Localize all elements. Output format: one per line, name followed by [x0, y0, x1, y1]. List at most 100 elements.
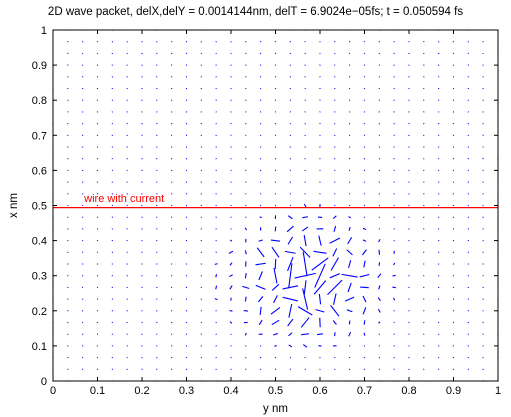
field-arrow-257 [170, 274, 173, 277]
field-arrow-246 [156, 41, 158, 43]
field-arrow-907 [482, 286, 484, 289]
field-arrow-771 [408, 64, 410, 66]
field-arrow-857 [452, 146, 455, 148]
x-tick-label-7: 0.7 [357, 385, 372, 397]
field-arrow-817 [437, 251, 440, 254]
field-arrow-112 [96, 157, 99, 160]
field-arrow-721 [392, 286, 396, 289]
field-arrow-523 [289, 64, 292, 66]
field-arrow-101 [96, 286, 99, 289]
field-arrow-554 [304, 64, 306, 66]
field-arrow-499 [288, 344, 293, 348]
field-arrow-565 [318, 293, 322, 305]
x-tick-label-10: 1 [495, 385, 501, 397]
field-arrow-439 [258, 319, 263, 326]
field-arrow-632 [347, 237, 353, 245]
field-arrow-762 [408, 169, 410, 172]
field-arrow-865 [452, 52, 455, 55]
field-arrow-53 [67, 122, 69, 125]
field-arrow-474 [273, 267, 278, 284]
y-tick-label-9: 0.9 [32, 60, 47, 72]
field-arrow-641 [348, 134, 351, 137]
field-arrow-196 [141, 263, 143, 265]
field-arrow-194 [141, 286, 143, 289]
field-arrow-423 [245, 146, 247, 148]
field-arrow-853 [452, 193, 455, 195]
field-arrow-510 [287, 215, 293, 220]
field-arrow-487 [274, 122, 277, 125]
field-arrow-52 [67, 134, 69, 137]
field-arrow-596 [332, 293, 337, 305]
y-tick-label-2: 0.2 [32, 306, 47, 318]
field-arrow-745 [408, 368, 410, 371]
field-arrow-255 [170, 298, 173, 300]
field-arrow-819 [437, 228, 440, 230]
field-arrow-354 [215, 228, 217, 230]
field-arrow-676 [363, 87, 366, 90]
field-arrow-398 [230, 76, 232, 78]
field-arrow-326 [200, 193, 202, 195]
field-arrow-760 [408, 193, 410, 195]
field-arrow-559 [319, 368, 321, 371]
field-arrow-90 [81, 52, 84, 55]
field-arrow-381 [229, 274, 233, 278]
field-arrow-445 [256, 247, 265, 258]
field-arrow-862 [452, 87, 455, 90]
field-arrow-144 [111, 146, 114, 148]
field-arrow-923 [482, 99, 484, 101]
field-arrow-385 [230, 228, 232, 230]
y-tick-label-4: 0.4 [32, 236, 47, 248]
field-arrow-383 [228, 250, 234, 254]
field-arrow-773 [408, 40, 410, 43]
field-arrow-673 [363, 122, 366, 125]
field-arrow-788 [423, 228, 425, 230]
field-arrow-798 [423, 111, 425, 113]
field-arrow-506 [287, 256, 294, 272]
field-arrow-122 [96, 41, 99, 43]
field-arrow-51 [67, 146, 69, 148]
field-arrow-847 [452, 263, 455, 265]
field-arrow-244 [156, 64, 158, 66]
field-arrow-485 [274, 146, 277, 148]
field-arrow-918 [482, 158, 484, 160]
field-arrow-437 [259, 345, 262, 347]
field-arrow-409 [243, 309, 249, 312]
field-arrow-473 [271, 283, 280, 291]
field-arrow-604 [334, 204, 336, 207]
field-arrow-228 [156, 251, 158, 254]
field-arrow-874 [467, 310, 470, 312]
field-arrow-915 [482, 193, 484, 195]
field-arrow-833 [437, 64, 440, 66]
field-arrow-691 [377, 273, 382, 279]
field-arrow-917 [482, 169, 484, 172]
field-arrow-116 [96, 111, 99, 113]
field-arrow-334 [200, 99, 202, 101]
field-arrow-108 [96, 204, 99, 207]
field-arrow-311 [200, 368, 202, 371]
field-arrow-289 [185, 263, 188, 265]
field-arrow-628 [347, 282, 352, 293]
field-arrow-690 [378, 285, 381, 290]
field-arrow-377 [229, 321, 233, 324]
field-arrow-476 [271, 246, 280, 258]
field-arrow-389 [230, 181, 232, 183]
field-arrow-36 [67, 321, 69, 324]
field-arrow-103 [96, 263, 99, 265]
field-arrow-507 [284, 250, 296, 254]
field-arrow-472 [273, 295, 278, 304]
field-arrow-125 [111, 368, 114, 371]
field-arrow-552 [304, 87, 306, 90]
field-arrow-540 [301, 226, 309, 232]
field-arrow-631 [346, 249, 353, 256]
field-arrow-177 [126, 122, 128, 125]
field-arrow-166 [126, 251, 128, 254]
field-arrow-284 [185, 321, 188, 324]
field-arrow-515 [289, 157, 291, 160]
field-arrow-319 [200, 274, 203, 277]
field-arrow-706 [378, 99, 381, 101]
field-arrow-272 [170, 99, 173, 101]
field-arrow-662 [362, 249, 367, 256]
field-arrow-689 [377, 297, 381, 301]
